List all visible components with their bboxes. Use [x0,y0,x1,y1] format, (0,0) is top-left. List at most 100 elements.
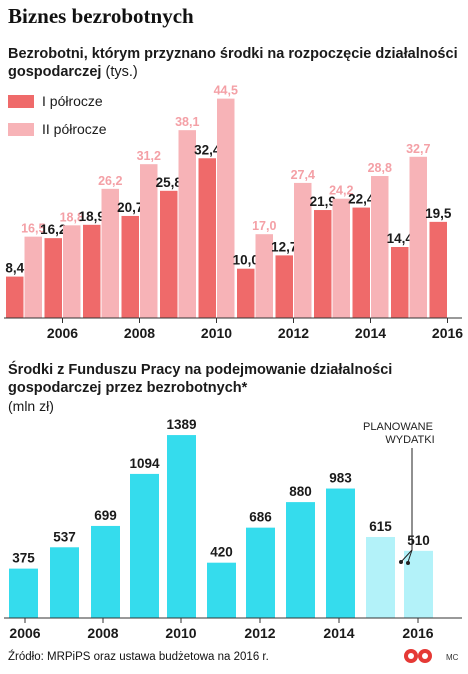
bar-first-half-2011 [237,268,255,318]
data-label-first-half-2014: 22,4 [348,192,375,207]
chart2-tick-label-2016: 2016 [402,625,433,641]
chart2-title-text: Środki z Funduszu Pracy na podejmowanie … [8,362,393,396]
funding-data-label-10: 510 [407,533,430,548]
bar-funding-6 [246,527,275,618]
bar-first-half-2006 [44,238,62,318]
chart2-tick-label-2014: 2014 [323,625,354,641]
bar-second-half-2013 [332,198,350,318]
publisher-logo-icon [404,649,432,663]
bar-first-half-2016 [429,221,447,318]
data-label-second-half-2013: 24,2 [329,184,353,198]
bar-first-half-2014 [352,207,370,318]
data-label-second-half-2005: 16,5 [21,222,45,236]
chart1-title: Bezrobotni, którym przyznano środki na r… [8,45,463,81]
bar-first-half-2015 [391,247,409,318]
annotation-dot-2015 [399,560,403,564]
data-label-first-half-2005: 8,4 [5,261,24,276]
data-label-first-half-2011: 10,0 [233,253,259,268]
data-label-first-half-2008: 20,7 [117,200,143,215]
bar-second-half-2014 [371,176,389,318]
bar-second-half-2005 [24,236,42,318]
bar-first-half-2008 [121,215,139,318]
data-label-second-half-2010: 44,5 [214,84,238,98]
funding-data-label-5: 420 [210,545,233,560]
bar-first-half-2007 [83,224,101,318]
funding-data-label-3: 1094 [129,456,160,471]
annotation-leader-branch [407,549,413,563]
bar-funding-0 [9,568,38,618]
bar-first-half-2013 [314,210,332,318]
source-note: Źródło: MRPiPS oraz ustawa budżetowa na … [8,651,269,663]
data-label-first-half-2006: 16,2 [40,222,66,237]
funding-data-label-1: 537 [53,529,76,544]
data-label-second-half-2014: 28,8 [368,161,392,175]
data-label-second-half-2008: 31,2 [137,149,161,163]
funding-data-label-6: 686 [249,510,272,525]
funding-data-label-9: 615 [369,519,392,534]
data-label-first-half-2015: 14,4 [387,231,414,246]
infographic-title: Biznes bezrobotnych [8,4,194,28]
chart1-tick-label-2008: 2008 [124,325,155,341]
data-label-second-half-2009: 38,1 [175,115,199,129]
data-label-second-half-2012: 27,4 [291,168,315,182]
annotation-planned-line1: PLANOWANE [363,421,433,433]
funding-data-label-4: 1389 [166,417,196,432]
chart1-unit: (tys.) [105,64,138,80]
legend-swatch-first-half [8,94,34,108]
data-label-first-half-2013: 21,9 [310,194,336,209]
chart2-tick-label-2008: 2008 [87,625,118,641]
chart2-title: Środki z Funduszu Pracy na podejmowanie … [8,361,463,415]
bar-second-half-2007 [101,188,119,318]
bar-first-half-2009 [160,190,178,318]
data-label-second-half-2006: 18,8 [60,210,84,224]
data-label-first-half-2007: 18,9 [79,209,105,224]
bar-funding-7 [286,502,315,618]
bar-first-half-2005 [6,276,24,318]
data-label-first-half-2012: 12,7 [271,239,297,254]
bar-funding-5 [207,562,236,618]
data-label-second-half-2007: 26,2 [98,174,122,188]
chart2-tick-label-2012: 2012 [244,625,275,641]
bar-funding-4 [167,435,196,618]
bar-second-half-2010 [217,98,235,319]
funding-data-label-2: 699 [94,508,117,523]
chart1-tick-label-2006: 2006 [47,325,78,341]
bar-second-half-2006 [63,225,81,318]
chart1-tick-label-2010: 2010 [201,325,232,341]
bar-funding-planned-9 [366,537,395,618]
chart1-title-text: Bezrobotni, którym przyznano środki na r… [8,46,458,80]
bar-funding-1 [50,547,79,618]
chart1-tick-label-2014: 2014 [355,325,386,341]
bar-second-half-2008 [140,164,158,318]
chart2-tick-label-2010: 2010 [165,625,196,641]
legend-label-first-half: I półrocze [42,93,103,109]
funding-data-label-8: 983 [329,471,352,486]
legend-swatch-second-half [8,122,34,136]
data-label-first-half-2009: 25,8 [156,175,183,190]
legend-label-second-half: II półrocze [42,121,107,137]
chart1-tick-label-2012: 2012 [278,325,309,341]
author-credit: MC [446,653,459,662]
annotation-dot-2016 [406,561,410,565]
data-label-first-half-2010: 32,4 [194,142,221,157]
bar-funding-2 [91,525,120,618]
bar-second-half-2015 [409,156,427,318]
data-label-second-half-2011: 17,0 [252,219,276,233]
chart2-unit: (mln zł) [8,398,54,414]
annotation-planned-line2: WYDATKI [385,434,434,446]
legend-item-second-half: II półrocze [8,121,107,137]
bar-second-half-2009 [178,130,196,318]
data-label-first-half-2016: 19,5 [425,206,452,221]
bar-funding-3 [130,473,159,618]
bar-first-half-2012 [275,255,293,318]
data-label-second-half-2015: 32,7 [406,142,430,156]
legend-item-first-half: I półrocze [8,93,103,109]
funding-data-label-0: 375 [12,551,35,566]
bar-funding-8 [326,488,355,618]
bar-first-half-2010 [198,158,216,318]
chart1-tick-label-2016: 2016 [432,325,463,341]
bar-second-half-2012 [294,182,312,318]
chart2-tick-label-2006: 2006 [9,625,40,641]
funding-data-label-7: 880 [289,484,312,499]
